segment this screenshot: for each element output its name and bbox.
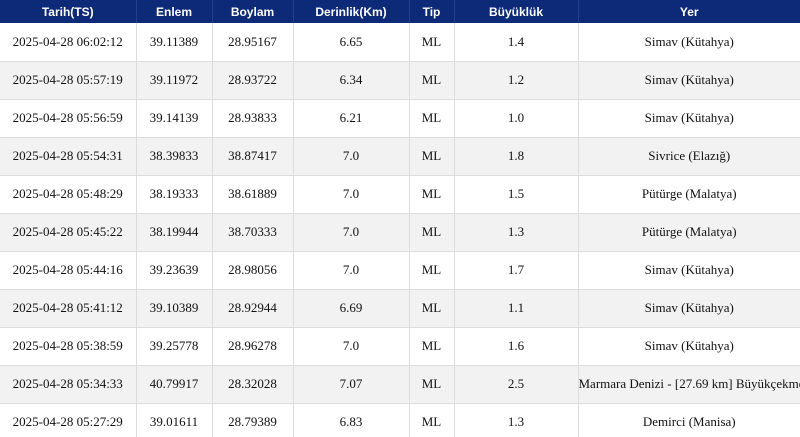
date-cell: 2025-04-28 05:41:12 <box>0 289 137 327</box>
table-row[interactable]: 2025-04-28 05:48:29 38.19333 38.61889 7.0 ML… <box>0 175 800 213</box>
depth-cell: 6.65 <box>293 23 410 61</box>
depth-cell: 7.0 <box>293 327 410 365</box>
type-cell: ML <box>409 251 455 289</box>
location-cell: Demirci (Manisa) <box>642 414 736 429</box>
magnitude-cell: 1.7 <box>454 251 579 289</box>
latitude-cell: 39.01611 <box>136 403 213 437</box>
longitude-cell: 38.70333 <box>212 213 294 251</box>
date-cell: 2025-04-28 05:34:33 <box>0 365 137 403</box>
magnitude-cell: 1.5 <box>454 175 579 213</box>
location-cell: Pütürge (Malatya) <box>641 186 737 201</box>
date-cell: 2025-04-28 05:57:19 <box>0 61 137 99</box>
latitude-cell: 38.39833 <box>136 137 213 175</box>
type-cell: ML <box>409 61 455 99</box>
location-cell: Simav (Kütahya) <box>644 72 734 87</box>
column-header-depth[interactable]: Derinlik(Km) <box>293 0 410 23</box>
table-row[interactable]: 2025-04-28 05:45:22 38.19944 38.70333 7.0 ML… <box>0 213 800 251</box>
latitude-cell: 39.25778 <box>136 327 213 365</box>
magnitude-cell: 1.2 <box>454 61 579 99</box>
longitude-cell: 28.93722 <box>212 61 294 99</box>
table-row[interactable]: 2025-04-28 05:44:16 39.23639 28.98056 7.0 ML… <box>0 251 800 289</box>
latitude-cell: 38.19333 <box>136 175 213 213</box>
depth-cell: 7.0 <box>293 213 410 251</box>
magnitude-cell: 1.0 <box>454 99 579 137</box>
type-cell: ML <box>409 213 455 251</box>
table-row[interactable]: 2025-04-28 06:02:12 39.11389 28.95167 6.65 M… <box>0 23 800 61</box>
date-cell: 2025-04-28 05:44:16 <box>0 251 137 289</box>
longitude-cell: 28.98056 <box>212 251 294 289</box>
type-cell: ML <box>409 327 455 365</box>
latitude-cell: 40.79917 <box>136 365 213 403</box>
table-row[interactable]: 2025-04-28 05:56:59 39.14139 28.93833 6.21 M… <box>0 99 800 137</box>
date-cell: 2025-04-28 05:48:29 <box>0 175 137 213</box>
type-cell: ML <box>409 289 455 327</box>
type-cell: ML <box>409 175 455 213</box>
latitude-cell: 38.19944 <box>136 213 213 251</box>
column-header-magnitude[interactable]: Büyüklük <box>454 0 579 23</box>
magnitude-cell: 1.8 <box>454 137 579 175</box>
table-body: 2025-04-28 06:02:12 39.11389 28.95167 6.65 M… <box>0 23 800 437</box>
table-row[interactable]: 2025-04-28 05:34:33 40.79917 28.32028 7.07 M… <box>0 365 800 403</box>
depth-cell: 6.21 <box>293 99 410 137</box>
table-row[interactable]: 2025-04-28 05:27:29 39.01611 28.79389 6.83 M… <box>0 403 800 437</box>
table-row[interactable]: 2025-04-28 05:57:19 39.11972 28.93722 6.34 M… <box>0 61 800 99</box>
magnitude-cell: 1.3 <box>454 403 579 437</box>
magnitude-cell: 1.3 <box>454 213 579 251</box>
table-row[interactable]: 2025-04-28 05:54:31 38.39833 38.87417 7.0 ML… <box>0 137 800 175</box>
type-cell: ML <box>409 137 455 175</box>
longitude-cell: 38.87417 <box>212 137 294 175</box>
date-cell: 2025-04-28 06:02:12 <box>0 23 137 61</box>
date-cell: 2025-04-28 05:38:59 <box>0 327 137 365</box>
latitude-cell: 39.23639 <box>136 251 213 289</box>
longitude-cell: 28.79389 <box>212 403 294 437</box>
table-row[interactable]: 2025-04-28 05:38:59 39.25778 28.96278 7.0 ML… <box>0 327 800 365</box>
magnitude-cell: 2.5 <box>454 365 579 403</box>
location-cell: Simav (Kütahya) <box>644 262 734 277</box>
latitude-cell: 39.11389 <box>136 23 213 61</box>
depth-cell: 7.0 <box>293 175 410 213</box>
magnitude-cell: 1.4 <box>454 23 579 61</box>
longitude-cell: 28.96278 <box>212 327 294 365</box>
type-cell: ML <box>409 23 455 61</box>
longitude-cell: 28.93833 <box>212 99 294 137</box>
location-cell: Sivrice (Elazığ) <box>648 148 731 163</box>
location-cell: Simav (Kütahya) <box>644 33 734 49</box>
magnitude-cell: 1.6 <box>454 327 579 365</box>
longitude-cell: 28.32028 <box>212 365 294 403</box>
depth-cell: 6.83 <box>293 403 410 437</box>
column-header-date[interactable]: Tarih(TS) <box>0 0 137 23</box>
type-cell: ML <box>409 99 455 137</box>
location-cell: Marmara Denizi - [27.69 km] Büyükçekmece… <box>578 376 800 391</box>
table-header-row: Tarih(TS) Enlem Boylam Derinlik(Km) Tip … <box>0 0 800 23</box>
latitude-cell: 39.14139 <box>136 99 213 137</box>
column-header-longitude[interactable]: Boylam <box>212 0 294 23</box>
longitude-cell: 28.92944 <box>212 289 294 327</box>
depth-cell: 6.69 <box>293 289 410 327</box>
location-cell: Simav (Kütahya) <box>644 110 734 125</box>
latitude-cell: 39.10389 <box>136 289 213 327</box>
date-cell: 2025-04-28 05:45:22 <box>0 213 137 251</box>
type-cell: ML <box>409 403 455 437</box>
longitude-cell: 38.61889 <box>212 175 294 213</box>
latitude-cell: 39.11972 <box>136 61 213 99</box>
column-header-type[interactable]: Tip <box>409 0 455 23</box>
location-cell: Simav (Kütahya) <box>644 338 734 353</box>
depth-cell: 6.34 <box>293 61 410 99</box>
longitude-cell: 28.95167 <box>212 23 294 61</box>
table-row[interactable]: 2025-04-28 05:41:12 39.10389 28.92944 6.69 M… <box>0 289 800 327</box>
type-cell: ML <box>409 365 455 403</box>
location-cell: Simav (Kütahya) <box>644 300 734 315</box>
depth-cell: 7.07 <box>293 365 410 403</box>
date-cell: 2025-04-28 05:54:31 <box>0 137 137 175</box>
column-header-location[interactable]: Yer <box>679 4 699 19</box>
column-header-latitude[interactable]: Enlem <box>136 0 213 23</box>
magnitude-cell: 1.1 <box>454 289 579 327</box>
location-cell: Pütürge (Malatya) <box>641 224 737 239</box>
depth-cell: 7.0 <box>293 137 410 175</box>
depth-cell: 7.0 <box>293 251 410 289</box>
date-cell: 2025-04-28 05:56:59 <box>0 99 137 137</box>
date-cell: 2025-04-28 05:27:29 <box>0 403 137 437</box>
